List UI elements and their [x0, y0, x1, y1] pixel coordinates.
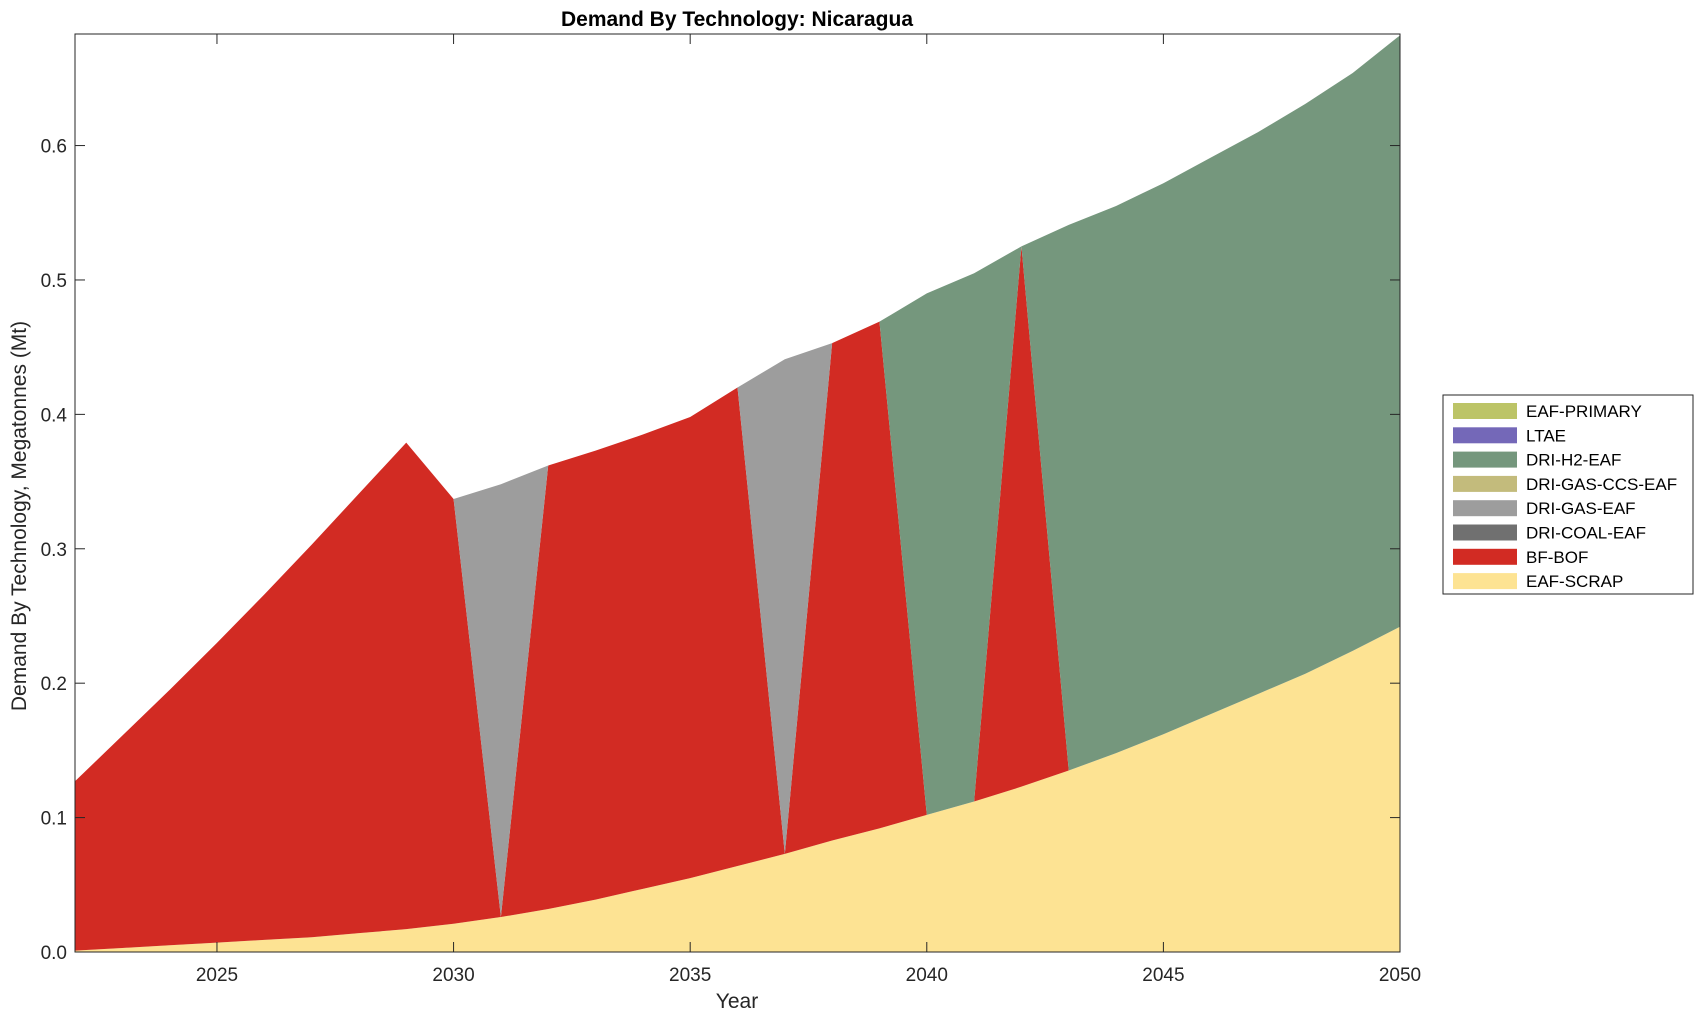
legend-label: DRI-GAS-EAF: [1526, 499, 1636, 518]
legend-label: DRI-COAL-EAF: [1526, 524, 1646, 543]
legend-swatch: [1453, 475, 1517, 492]
legend-items: EAF-PRIMARY LTAE DRI-H2-EAF DRI-GAS-CCS-EAF…: [1453, 402, 1677, 591]
x-tick-labels: 2025 2030 2035 2040 2045 2050: [196, 965, 1421, 986]
y-tick-label: 0.0: [41, 943, 67, 964]
area-bf-bof: [75, 246, 1400, 951]
area-eaf-scrap: [75, 626, 1400, 952]
x-tick-label: 2035: [669, 965, 711, 986]
x-tick-label: 2045: [1142, 965, 1184, 986]
x-tick-label: 2025: [196, 965, 238, 986]
x-tick-label: 2050: [1379, 965, 1421, 986]
y-tick-label: 0.1: [41, 809, 67, 830]
y-tick-label: 0.5: [41, 271, 67, 292]
legend-label: DRI-H2-EAF: [1526, 451, 1621, 470]
legend-swatch: [1453, 427, 1517, 444]
x-tick-label: 2040: [906, 965, 948, 986]
y-tick-label: 0.6: [41, 137, 67, 158]
legend-label: BF-BOF: [1526, 548, 1588, 567]
legend: EAF-PRIMARY LTAE DRI-H2-EAF DRI-GAS-CCS-EAF…: [1442, 394, 1694, 595]
axes: [74, 33, 1401, 953]
legend-swatch: [1453, 403, 1517, 419]
y-tick-label: 0.3: [41, 540, 67, 561]
y-tick-label: 0.2: [41, 674, 67, 695]
y-axis-title: Demand By Technology, Megatonnes (Mt): [8, 321, 31, 711]
plot-areas: [75, 35, 1400, 952]
x-tick-label: 2030: [432, 965, 474, 986]
legend-swatch: [1453, 573, 1517, 590]
area-dri-h2-eaf: [75, 35, 1400, 815]
legend-swatch: [1453, 524, 1517, 541]
x-axis-title: Year: [716, 990, 758, 1013]
legend-swatch: [1453, 451, 1517, 468]
legend-label: DRI-GAS-CCS-EAF: [1526, 475, 1677, 494]
legend-swatch: [1453, 500, 1517, 517]
legend-swatch: [1453, 548, 1517, 565]
y-tick-labels: 0.0 0.1 0.2 0.3 0.4 0.5 0.6: [41, 137, 68, 964]
legend-label: LTAE: [1526, 426, 1566, 445]
legend-label: EAF-PRIMARY: [1526, 402, 1642, 421]
y-tick-label: 0.4: [41, 405, 68, 426]
axes-box: [74, 33, 1401, 953]
chart-title: Demand By Technology: Nicaragua: [561, 8, 913, 31]
legend-label: EAF-SCRAP: [1526, 572, 1623, 591]
